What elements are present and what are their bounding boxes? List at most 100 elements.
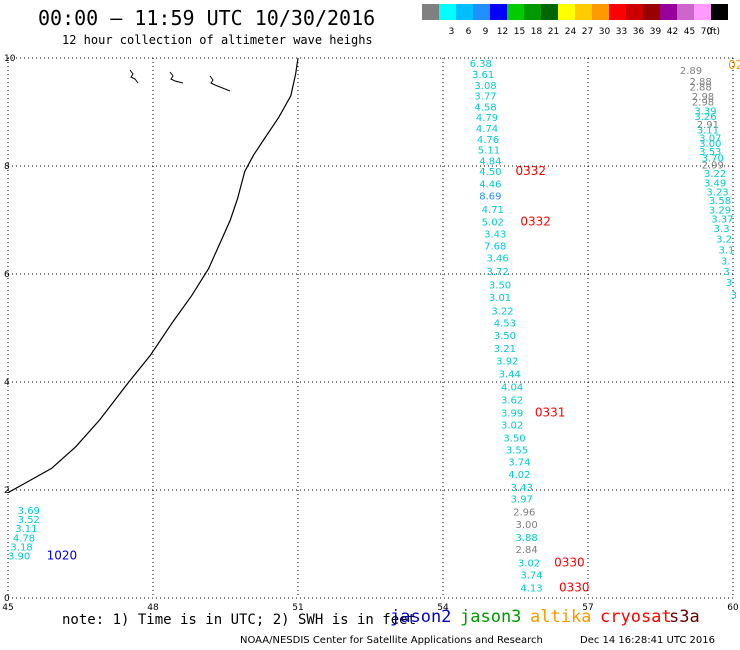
wave-height-value: 3.43 xyxy=(484,229,506,240)
legend-swatch xyxy=(422,4,439,20)
legend-swatch xyxy=(439,4,456,20)
pass-time-label: 0332 xyxy=(516,164,547,178)
legend-swatch xyxy=(609,4,626,20)
y-tick-label: 6 xyxy=(4,270,10,280)
chart-title: 00:00 – 11:59 UTC 10/30/2016 xyxy=(38,6,376,30)
y-tick-label: 2 xyxy=(4,486,10,496)
wave-height-value: 2.98 xyxy=(692,92,714,103)
satellite-jason2-label: jason2 xyxy=(390,607,452,627)
pass-time-label: 02 xyxy=(728,58,740,72)
wave-height-value: 2.89 xyxy=(680,66,702,77)
legend-label: 33 xyxy=(616,27,627,37)
wave-height-value: 4.02 xyxy=(508,470,530,481)
wave-height-map: 45 48 51 54 57 6002468103.693.523.114.783.183… xyxy=(2,54,740,612)
wave-height-value: 3.21 xyxy=(494,344,516,355)
y-tick-label: 10 xyxy=(4,54,16,64)
legend-swatch xyxy=(592,4,609,20)
legend-label: 45 xyxy=(684,27,695,37)
pass-time-label: 0330 xyxy=(559,581,590,595)
chart-subtitle: 12 hour collection of altimeter wave hei… xyxy=(62,33,373,47)
pass-time-label: 1020 xyxy=(47,549,78,563)
color-legend: 3 6 9 12 15 18 21 24 27 30 33 36 39 42 45 70(ft) xyxy=(422,4,728,37)
wave-height-value: 3.3 xyxy=(714,224,730,235)
wave-height-value: 3.01 xyxy=(489,293,511,304)
wave-height-value: 3.55 xyxy=(506,445,528,456)
island-outline xyxy=(169,71,184,84)
wave-height-value: 3.62 xyxy=(501,396,523,407)
wave-height-value: 3.50 xyxy=(494,331,516,342)
x-tick-label: 60 xyxy=(727,603,739,612)
legend-label: 27 xyxy=(582,27,593,37)
island-outline xyxy=(129,69,139,84)
wave-height-value: 3.92 xyxy=(496,357,518,368)
wave-height-value: 2.96 xyxy=(513,507,535,518)
generated-timestamp: Dec 14 16:28:41 UTC 2016 xyxy=(580,635,715,646)
wave-height-value: 3.74 xyxy=(508,458,530,469)
wave-height-value: 4.78 xyxy=(13,533,35,544)
legend-unit: (ft) xyxy=(706,27,720,37)
wave-height-value: 4.04 xyxy=(501,383,523,394)
satellite-s3a-label: s3a xyxy=(669,607,700,627)
pass-time-label: 0331 xyxy=(535,406,566,420)
wave-height-value: 3.18 xyxy=(10,542,32,553)
x-tick-label: 54 xyxy=(437,603,449,612)
x-tick-label: 48 xyxy=(147,603,159,612)
legend-label: 12 xyxy=(497,27,508,37)
wave-height-value: 5.11 xyxy=(478,146,500,157)
legend-label: 21 xyxy=(548,27,559,37)
satellite-altika-label: altika xyxy=(530,607,592,627)
wave-height-value: 3 xyxy=(731,290,737,301)
wave-height-value: 7.68 xyxy=(484,242,506,253)
wave-height-value: 3.00 xyxy=(699,139,721,150)
legend-swatch xyxy=(575,4,592,20)
wave-height-value: 3.37 xyxy=(711,215,733,226)
wave-height-value: 3.00 xyxy=(516,520,538,531)
wave-height-value: 4.79 xyxy=(476,113,498,124)
wave-height-value: 4.50 xyxy=(479,167,501,178)
island-outline xyxy=(209,75,231,92)
wave-height-value: 3.26 xyxy=(694,112,716,123)
wave-height-value: 3.50 xyxy=(503,433,525,444)
wave-height-value: 2.88 xyxy=(690,77,712,88)
y-tick-label: 0 xyxy=(4,594,10,604)
legend-swatch xyxy=(677,4,694,20)
wave-height-value: 4.71 xyxy=(482,205,504,216)
satellite-jason3-label: jason3 xyxy=(460,607,522,627)
wave-height-value: 3.52 xyxy=(18,515,40,526)
legend-swatch xyxy=(558,4,575,20)
wave-height-value: 4.53 xyxy=(494,318,516,329)
wave-height-value: 3.22 xyxy=(491,307,513,318)
legend-swatch xyxy=(711,4,728,20)
legend-label: 18 xyxy=(531,27,543,37)
legend-swatch xyxy=(473,4,490,20)
wave-height-value: 3.88 xyxy=(516,533,538,544)
wave-height-value: 3.07 xyxy=(699,134,721,145)
wave-height-value: 3.97 xyxy=(511,494,533,505)
y-tick-label: 4 xyxy=(4,378,10,388)
wave-height-value: 3.70 xyxy=(702,154,724,165)
wave-height-value: 3.22 xyxy=(704,169,726,180)
wave-height-value: 4.74 xyxy=(476,124,498,135)
legend-label: 9 xyxy=(483,27,489,37)
wave-height-value: 3.99 xyxy=(501,409,523,420)
wave-height-value: 3.72 xyxy=(487,267,509,278)
legend-label: 30 xyxy=(599,27,611,37)
wave-height-value: 3.08 xyxy=(474,81,496,92)
wave-height-value: 3.02 xyxy=(501,420,523,431)
coastline xyxy=(7,57,299,494)
pass-time-label: 0332 xyxy=(520,214,551,228)
legend-swatch xyxy=(660,4,677,20)
wave-height-value: 4.46 xyxy=(479,180,501,191)
wave-height-value: 3 xyxy=(726,278,732,289)
legend-label: 6 xyxy=(466,27,472,37)
legend-label: 15 xyxy=(514,27,525,37)
wave-height-value: 4.58 xyxy=(474,102,496,113)
wave-height-value: 2.88 xyxy=(690,82,712,93)
wave-height-value: 3.53 xyxy=(699,147,721,158)
pass-time-label: 0330 xyxy=(554,556,585,570)
legend-label: 36 xyxy=(633,27,645,37)
wave-height-value: 3. xyxy=(721,256,731,267)
legend-label: 42 xyxy=(667,27,678,37)
legend-swatch xyxy=(541,4,558,20)
legend-swatch xyxy=(490,4,507,20)
